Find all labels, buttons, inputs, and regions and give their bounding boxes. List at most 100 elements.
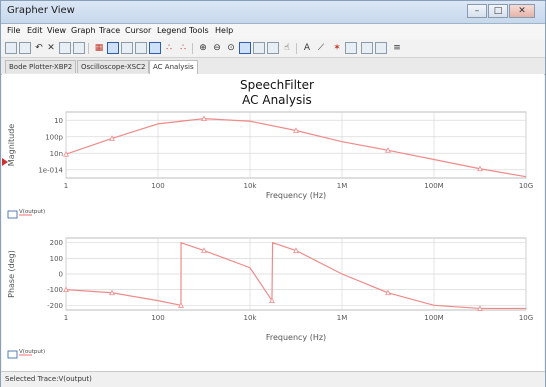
zoom-in-icon[interactable]: ⊕ (199, 43, 207, 53)
zoom-fit-icon[interactable] (239, 42, 251, 54)
x-tick-label: 10k (244, 182, 258, 190)
y-tick-label: -100 (47, 286, 63, 294)
trace-marker (385, 147, 391, 153)
x-axis-label: Frequency (Hz) (266, 191, 326, 200)
legend-icon (7, 350, 18, 359)
trace-icon[interactable] (149, 42, 161, 54)
x-tick-label: 10G (519, 182, 533, 190)
graph-area[interactable]: SpeechFilter AC Analysis 1 100 10k 1M 100M 10… (2, 74, 544, 371)
x-tick-label: 1M (337, 182, 348, 190)
undo-icon[interactable]: ↶ (35, 43, 43, 53)
copy-icon[interactable] (59, 42, 71, 54)
trace-marker (109, 135, 115, 141)
paste-icon[interactable] (73, 42, 85, 54)
x-tick-label: 100 (151, 182, 164, 190)
menu-bar: File Edit View Graph Trace Cursor Legend… (1, 24, 545, 39)
legend-icon (7, 210, 18, 219)
x-tick-label: 100 (151, 314, 164, 322)
minimize-button[interactable]: – (467, 4, 487, 18)
pan-icon[interactable]: ☝ (284, 43, 290, 53)
y-axis-label: Magnitude (7, 124, 16, 166)
trace-marker (178, 302, 184, 308)
trace-marker (268, 297, 275, 304)
toolbar-separator (88, 43, 89, 54)
trace-marker (201, 247, 207, 253)
title-bar[interactable]: Grapher View – □ ✕ (1, 1, 545, 24)
trace-marker (63, 151, 69, 157)
cursor-icon[interactable]: ⟋ (317, 43, 325, 53)
zoom-icon[interactable]: ⊙ (227, 43, 235, 53)
y-tick-label: -200 (47, 302, 63, 310)
y-tick-label: 10 (54, 117, 63, 125)
x-tick-label: 1 (64, 182, 68, 190)
cursor-marker-icon[interactable] (2, 158, 8, 166)
zoom-out-icon[interactable]: ⊖ (213, 43, 221, 53)
y-tick-label: 200 (50, 239, 63, 247)
tab-bode-plotter[interactable]: Bode Plotter-XBP2 (5, 60, 77, 73)
zoom-x-icon[interactable] (253, 42, 265, 54)
x-tick-label: 10G (519, 314, 533, 322)
x-tick-label: 100M (424, 314, 443, 322)
ac-analysis-plot[interactable]: SpeechFilter AC Analysis 1 100 10k 1M 100M 10… (2, 74, 544, 371)
legend-label: V(output) (19, 209, 45, 215)
menu-view[interactable]: View (47, 26, 66, 35)
trace-marker (63, 286, 69, 293)
trace-marker (293, 247, 299, 253)
status-text: Selected Trace:V(output) (5, 375, 92, 383)
menu-tools[interactable]: Tools (189, 26, 209, 35)
tab-ac-analysis[interactable]: AC Analysis (149, 60, 198, 74)
maximize-button[interactable]: □ (488, 4, 508, 18)
menu-edit[interactable]: Edit (27, 26, 43, 35)
x-axis-label: Frequency (Hz) (266, 333, 326, 342)
grid-icon[interactable]: ▦ (94, 43, 104, 53)
x-tick-label: 1 (64, 314, 68, 322)
menu-help[interactable]: Help (215, 26, 234, 35)
export-icon[interactable] (345, 42, 357, 54)
menu-trace[interactable]: Trace (99, 26, 121, 35)
plot-title: SpeechFilter (240, 78, 314, 92)
trace-marker (385, 289, 391, 296)
points2-icon[interactable]: ∴ (180, 43, 186, 53)
trace-marker (477, 305, 483, 311)
close-button[interactable]: ✕ (509, 4, 535, 18)
menu-legend[interactable]: Legend (157, 26, 187, 35)
tab-oscilloscope[interactable]: Oscilloscope-XSC2 (77, 60, 150, 73)
color-icon[interactable] (375, 42, 387, 54)
window-icon[interactable] (135, 42, 147, 54)
y-tick-label: 100p (45, 133, 63, 141)
open-icon[interactable] (19, 42, 31, 54)
legend-icon[interactable] (107, 42, 119, 54)
zoom-y-icon[interactable] (267, 42, 279, 54)
menu-graph[interactable]: Graph (71, 26, 96, 35)
window-title: Grapher View (7, 5, 75, 16)
toolbar-separator (296, 43, 297, 54)
menu-file[interactable]: File (7, 26, 21, 35)
marker-icon[interactable]: ✶ (333, 43, 341, 53)
y-tick-label: 0 (59, 271, 63, 279)
y-tick-label: 1e-014 (38, 166, 63, 174)
points-icon[interactable]: ∴ (166, 43, 172, 53)
trace-marker (293, 127, 299, 133)
menu-cursor[interactable]: Cursor (125, 26, 152, 35)
toolbar-separator (192, 43, 193, 54)
plot-subtitle: AC Analysis (242, 93, 312, 107)
y-axis-label: Phase (deg) (7, 250, 16, 298)
delete-icon[interactable]: ✕ (47, 43, 55, 53)
overlay-icon[interactable] (361, 42, 373, 54)
x-tick-label: 10k (244, 314, 258, 322)
x-tick-label: 1M (337, 314, 348, 322)
new-icon[interactable] (5, 42, 17, 54)
toolbar: ↶ ✕ ▦ ∴ ∴ ⊕ ⊖ ⊙ ☝ A ⟋ ✶ ≡ (1, 40, 545, 58)
legend-label: V(output) (19, 349, 45, 355)
trace-marker (109, 289, 115, 296)
y-tick-label: 100 (50, 255, 63, 263)
y-tick-label: 10n (50, 150, 63, 158)
trace-marker (477, 165, 483, 172)
trace-marker (201, 115, 207, 121)
bar-icon[interactable] (121, 42, 133, 54)
properties-icon[interactable]: ≡ (393, 43, 401, 53)
status-bar: Selected Trace:V(output) (1, 371, 545, 387)
x-tick-label: 100M (424, 182, 443, 190)
text-icon[interactable]: A (303, 43, 311, 53)
